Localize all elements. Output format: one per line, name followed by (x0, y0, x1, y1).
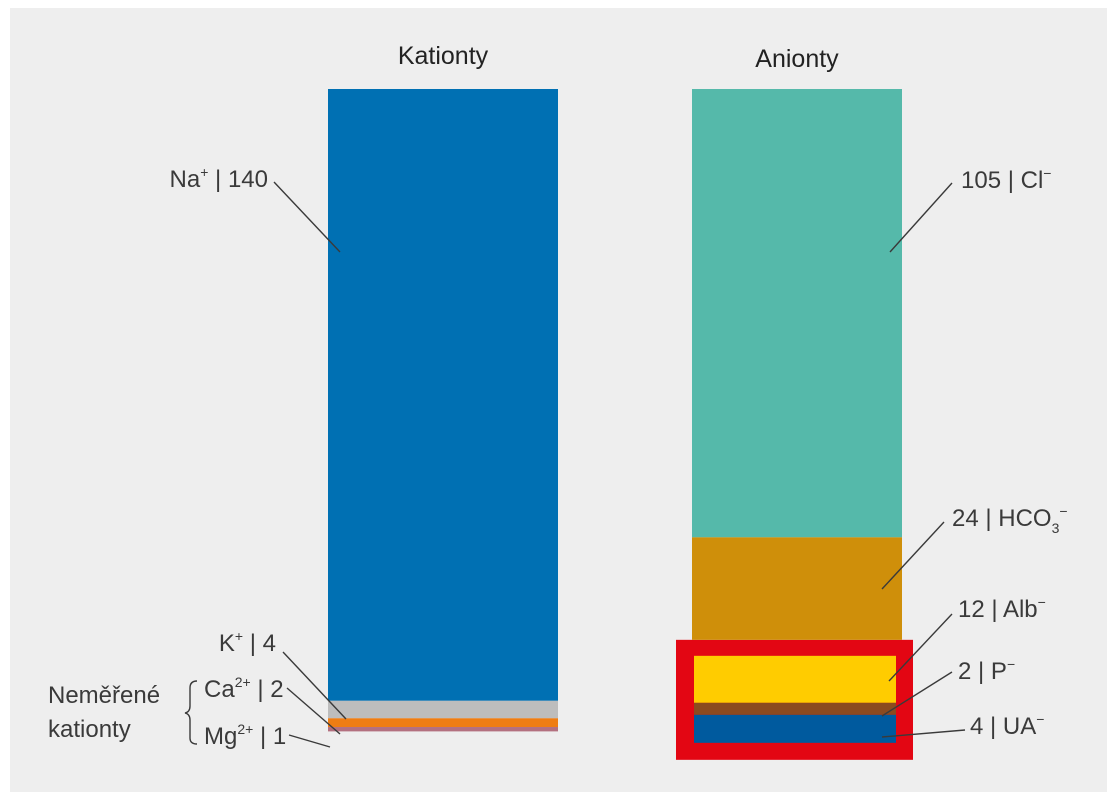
anion-stack (692, 89, 902, 743)
cation-stack (328, 89, 558, 732)
label-leader-lines (273, 181, 966, 748)
bar-segment-k (328, 700, 558, 719)
bar-segment-ua (694, 714, 896, 743)
leader-cl (889, 182, 953, 253)
leader-alb (888, 613, 953, 682)
label-ua: 4 | UA− (970, 711, 1044, 740)
label-cl: 105 | Cl− (961, 165, 1051, 194)
bar-segment-cl (692, 89, 902, 538)
column-title-cations: Kationty (398, 42, 489, 70)
group-brace (184, 680, 198, 745)
label-mg: Mg2+ | 1 (204, 721, 286, 750)
leader-ua (881, 729, 966, 738)
leader-hco3 (881, 521, 945, 590)
label-p: 2 | P− (958, 656, 1015, 685)
leader-p (881, 671, 953, 717)
bar-segment-na (328, 89, 558, 701)
label-alb: 12 | Alb− (958, 594, 1046, 623)
bar-segment-mg (328, 727, 558, 732)
column-title-anions: Anionty (755, 45, 839, 73)
label-ca: Ca2+ | 2 (204, 674, 284, 703)
label-hco3: 24 | HCO3− (952, 503, 1068, 536)
group-label-line1: Neměřené (48, 682, 160, 709)
bar-segment-hco3 (692, 537, 902, 640)
bar-segment-ca (328, 718, 558, 728)
leader-k (282, 651, 347, 720)
bar-segment-p (694, 702, 896, 715)
bar-segment-alb (694, 655, 896, 703)
leader-mg (288, 734, 331, 748)
leader-ca (286, 687, 341, 735)
label-na: Na+ | 140 (170, 164, 269, 193)
label-k: K+ | 4 (219, 628, 276, 657)
plot-background (10, 8, 1107, 792)
leader-na (273, 181, 341, 253)
group-label-line2: kationty (48, 716, 131, 743)
